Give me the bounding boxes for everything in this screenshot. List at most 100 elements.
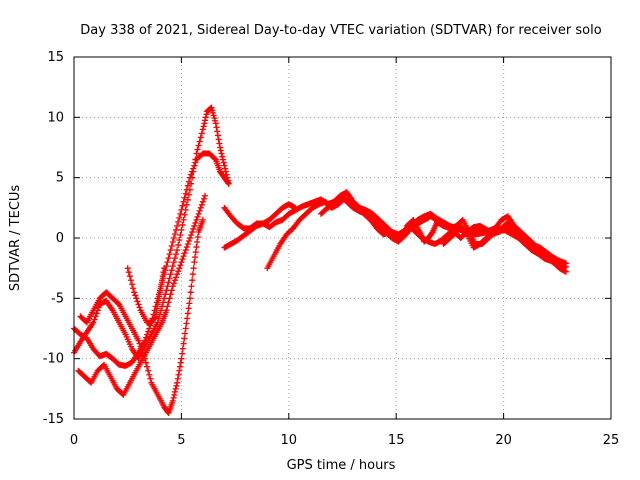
- data-point: [181, 330, 188, 337]
- data-point: [167, 271, 174, 278]
- data-point: [185, 191, 192, 198]
- data-point: [171, 230, 178, 237]
- data-point: [222, 165, 229, 172]
- data-point: [186, 300, 193, 307]
- x-tick-label: 15: [388, 433, 405, 448]
- data-point: [168, 243, 175, 250]
- data-point: [182, 247, 189, 254]
- data-point: [174, 375, 181, 382]
- data-point: [220, 159, 227, 166]
- data-point: [137, 343, 144, 350]
- data-point: [176, 363, 183, 370]
- data-point: [211, 155, 218, 162]
- data-point: [152, 313, 159, 320]
- data-point: [214, 132, 221, 139]
- data-point: [167, 247, 174, 254]
- data-point: [165, 299, 172, 306]
- data-point: [200, 123, 207, 130]
- data-point: [191, 259, 198, 266]
- data-point: [156, 311, 163, 318]
- data-point: [171, 277, 178, 284]
- data-point: [95, 304, 102, 311]
- data-point: [194, 239, 201, 246]
- data-point: [562, 260, 569, 267]
- data-point: [165, 255, 172, 262]
- data-point: [202, 114, 209, 121]
- data-point: [215, 136, 222, 143]
- data-point: [202, 192, 209, 199]
- data-point: [170, 394, 177, 401]
- data-point: [183, 320, 190, 327]
- data-point: [194, 146, 201, 153]
- data-point: [183, 201, 190, 208]
- data-point: [158, 281, 165, 288]
- data-point: [183, 186, 190, 193]
- data-point: [157, 285, 164, 292]
- data-point: [190, 165, 197, 172]
- data-point: [126, 273, 133, 280]
- data-point: [185, 178, 192, 185]
- data-point: [157, 307, 164, 314]
- data-point: [181, 335, 188, 342]
- data-point: [192, 249, 199, 256]
- axis-ticks: 0 5 10 15 20 25 -15 -10 -5 0 5 10 15: [43, 50, 620, 448]
- data-point: [169, 283, 176, 290]
- data-point: [176, 214, 183, 221]
- data-point: [190, 225, 197, 232]
- data-point: [145, 328, 152, 335]
- data-point: [562, 268, 569, 275]
- data-point: [159, 277, 166, 284]
- data-point: [180, 198, 187, 205]
- data-point: [142, 334, 149, 341]
- x-tick-label: 20: [495, 433, 512, 448]
- data-point: [160, 269, 167, 276]
- data-point: [144, 331, 151, 338]
- data-point: [163, 287, 170, 294]
- data-point: [167, 291, 174, 298]
- data-point: [171, 255, 178, 262]
- data-point: [193, 244, 200, 251]
- data-point: [225, 180, 232, 187]
- data-point: [218, 150, 225, 157]
- data-point: [151, 314, 158, 321]
- data-point: [133, 295, 140, 302]
- data-point: [173, 226, 180, 233]
- data-point: [141, 355, 148, 362]
- data-point: [134, 298, 141, 305]
- data-point: [183, 244, 190, 251]
- data-point: [199, 198, 206, 205]
- data-point: [188, 231, 195, 238]
- data-point: [216, 140, 223, 147]
- data-point: [203, 111, 210, 118]
- data-point: [178, 259, 185, 266]
- data-point: [201, 120, 208, 127]
- data-point: [180, 253, 187, 260]
- x-tick-label: 5: [177, 433, 185, 448]
- y-tick-label: -10: [43, 352, 64, 367]
- data-point: [91, 316, 98, 323]
- data-point: [179, 221, 186, 228]
- data-point: [140, 352, 147, 359]
- data-point: [217, 147, 224, 154]
- data-point: [212, 120, 219, 127]
- data-point: [155, 297, 162, 304]
- data-point: [188, 171, 195, 178]
- data-point: [184, 196, 191, 203]
- y-tick-label: -5: [51, 291, 64, 306]
- data-point: [197, 204, 204, 211]
- data-point: [192, 219, 199, 226]
- data-point: [136, 304, 143, 311]
- data-point: [222, 168, 229, 175]
- data-point: [178, 355, 185, 362]
- data-point: [124, 265, 131, 272]
- data-point: [159, 273, 166, 280]
- data-point: [176, 265, 183, 272]
- data-point: [182, 325, 189, 332]
- data-point: [136, 340, 143, 347]
- data-point: [177, 210, 184, 217]
- data-point: [184, 241, 191, 248]
- data-point: [181, 211, 188, 218]
- data-point: [166, 275, 173, 282]
- data-point: [180, 216, 187, 223]
